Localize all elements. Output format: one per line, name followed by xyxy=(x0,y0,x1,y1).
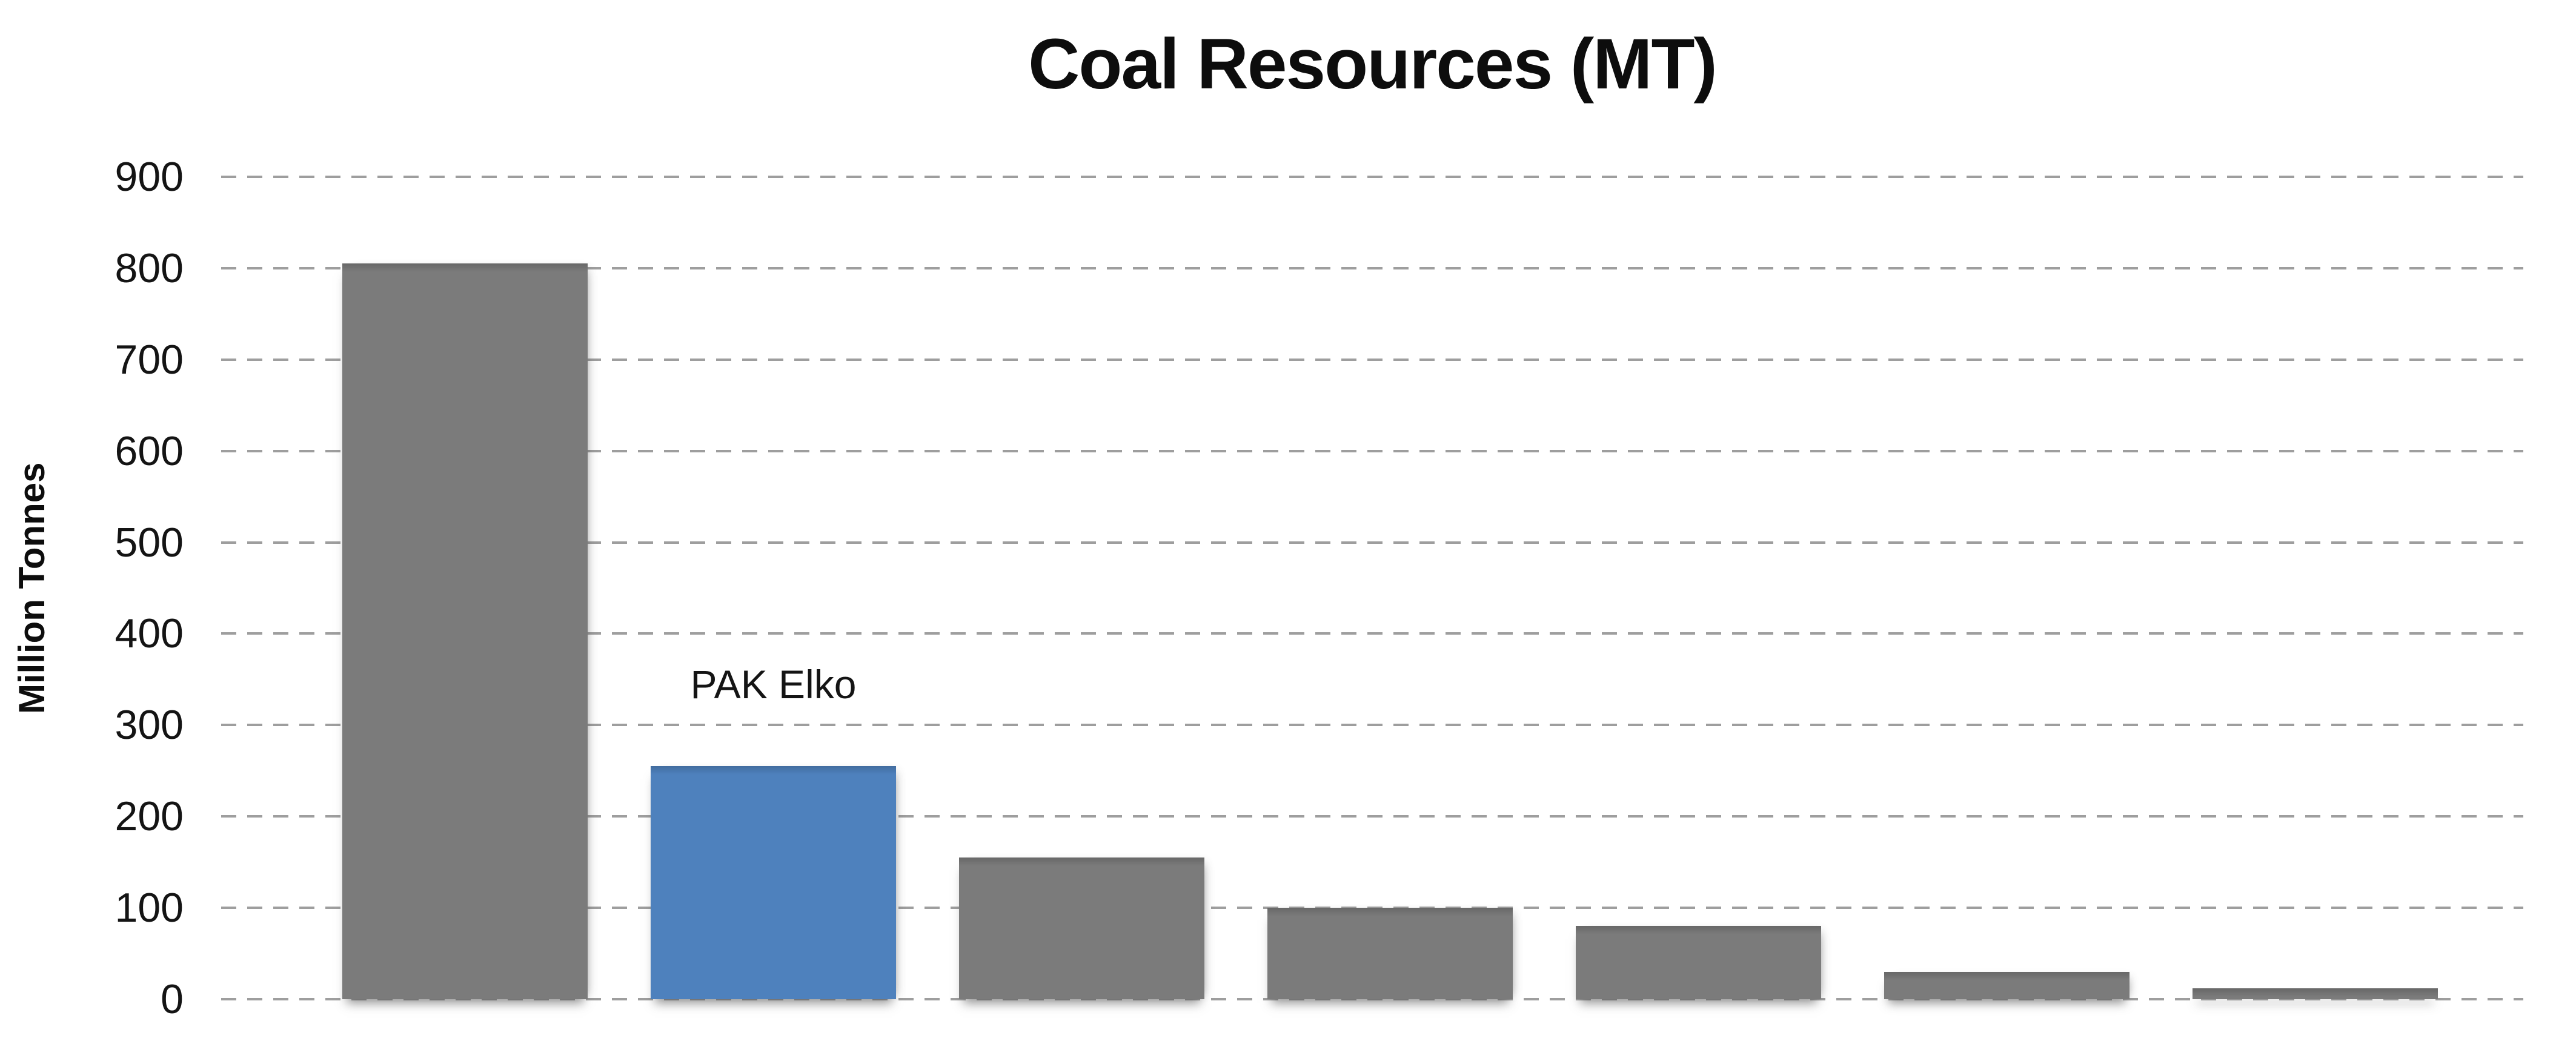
gridline-200 xyxy=(221,815,2523,818)
chart-title: Coal Resources (MT) xyxy=(1028,24,1718,104)
bar-5 xyxy=(1576,926,1821,999)
bar-6 xyxy=(1884,971,2130,999)
y-tick-label-900: 900 xyxy=(115,154,184,200)
y-tick-label-800: 800 xyxy=(115,245,184,291)
gridline-900 xyxy=(221,176,2523,178)
y-tick-label-300: 300 xyxy=(115,702,184,748)
bar-3 xyxy=(959,857,1204,999)
gridline-400 xyxy=(221,632,2523,635)
gridline-300 xyxy=(221,724,2523,727)
y-tick-label-700: 700 xyxy=(115,336,184,383)
gridline-0 xyxy=(221,998,2523,1000)
bar-4 xyxy=(1267,908,1513,999)
bar-1 xyxy=(342,263,588,999)
y-tick-label-500: 500 xyxy=(115,519,184,566)
y-tick-label-100: 100 xyxy=(115,885,184,931)
bar-7 xyxy=(2193,988,2438,999)
gridline-800 xyxy=(221,266,2523,269)
y-tick-label-0: 0 xyxy=(161,976,184,1022)
bar-2-pak-elko xyxy=(651,766,896,999)
gridline-600 xyxy=(221,449,2523,452)
gridline-700 xyxy=(221,358,2523,361)
y-tick-label-600: 600 xyxy=(115,428,184,474)
y-axis-title: Million Tonnes xyxy=(12,462,52,714)
gridline-100 xyxy=(221,907,2523,910)
plot-area: 0 100 200 300 400 500 600 700 800 900 PAK Elko xyxy=(115,154,2523,1022)
bar-annotation: PAK Elko xyxy=(690,662,857,707)
y-tick-label-400: 400 xyxy=(115,610,184,657)
gridline-500 xyxy=(221,541,2523,544)
y-tick-label-200: 200 xyxy=(115,793,184,840)
